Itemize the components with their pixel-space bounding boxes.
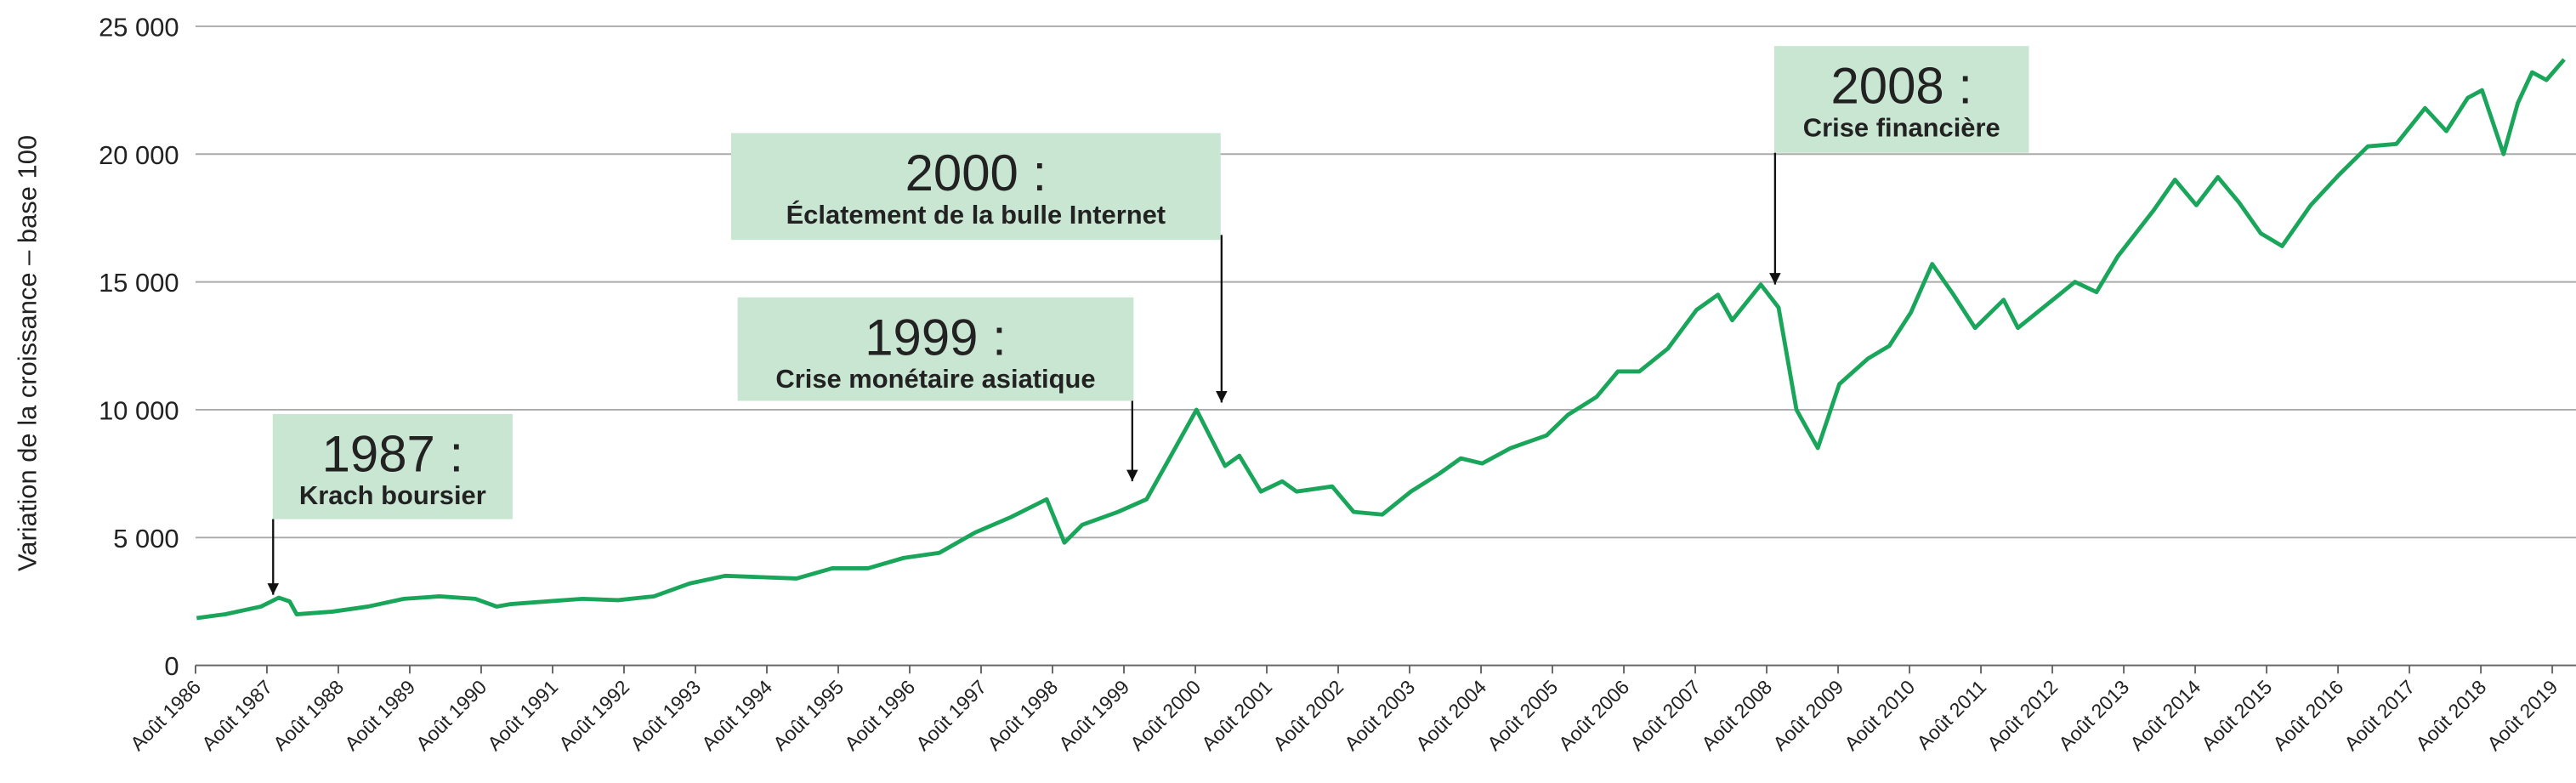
x-tick-label: Août 2011 bbox=[1912, 676, 1990, 754]
annotation-title: 2000 : bbox=[905, 145, 1047, 201]
x-tick-label: Août 2018 bbox=[2411, 676, 2490, 755]
x-tick-label: Août 1989 bbox=[340, 676, 419, 755]
x-tick-label: Août 2007 bbox=[1626, 676, 1705, 755]
annotation-text: Krach boursier bbox=[299, 480, 486, 510]
y-tick-label: 20 000 bbox=[99, 140, 179, 170]
x-tick-label: Août 2015 bbox=[2197, 676, 2276, 755]
x-tick-label: Août 2019 bbox=[2482, 676, 2562, 755]
x-tick-label: Août 2016 bbox=[2268, 676, 2347, 755]
x-tick-label: Août 2009 bbox=[1768, 676, 1847, 755]
x-tick-label: Août 1988 bbox=[269, 676, 348, 755]
x-tick-label: Août 1987 bbox=[197, 676, 276, 755]
x-tick-label: Août 2012 bbox=[1983, 676, 2062, 755]
x-tick-label: Août 2006 bbox=[1554, 676, 1633, 755]
y-tick-label: 10 000 bbox=[99, 396, 179, 426]
annotation-title: 1987 : bbox=[322, 426, 464, 483]
annotation-text: Éclatement de la bulle Internet bbox=[786, 200, 1166, 230]
annotation-title: 1999 : bbox=[865, 309, 1007, 366]
x-tick-label: Août 1992 bbox=[554, 676, 633, 755]
x-tick-label: Août 2000 bbox=[1126, 676, 1205, 755]
x-tick-label: Août 1996 bbox=[840, 676, 919, 755]
x-tick-label: Août 2004 bbox=[1411, 676, 1490, 755]
x-tick-label: Août 2010 bbox=[1840, 676, 1919, 755]
annotation-text: Crise monétaire asiatique bbox=[775, 364, 1095, 394]
x-tick-label: Août 1999 bbox=[1054, 676, 1133, 755]
x-tick-label: Août 1994 bbox=[697, 676, 776, 755]
annotation-box bbox=[1773, 46, 2029, 153]
y-tick-label: 0 bbox=[164, 651, 179, 681]
x-tick-label: Août 2002 bbox=[1268, 676, 1348, 755]
x-tick-label: Août 2003 bbox=[1340, 676, 1419, 755]
x-tick-label: Août 2001 bbox=[1197, 676, 1276, 755]
y-axis-label: Variation de la croissance – base 100 bbox=[13, 135, 43, 571]
x-tick-label: Août 2014 bbox=[2125, 676, 2204, 755]
x-tick-label: Août 2005 bbox=[1483, 676, 1562, 755]
x-tick-label: Août 1990 bbox=[411, 676, 491, 755]
y-tick-label: 15 000 bbox=[99, 268, 179, 298]
y-tick-label: 5 000 bbox=[113, 524, 179, 553]
annotation-title: 2008 : bbox=[1830, 58, 1972, 115]
x-tick-label: Août 2008 bbox=[1697, 676, 1776, 755]
annotation-box bbox=[730, 133, 1221, 241]
x-tick-label: Août 1998 bbox=[983, 676, 1062, 755]
x-tick-label: Août 1995 bbox=[769, 676, 848, 755]
x-tick-label: Août 2017 bbox=[2340, 676, 2419, 755]
x-tick-label: Août 1991 bbox=[483, 676, 562, 755]
x-tick-label: Août 1997 bbox=[911, 676, 990, 755]
annotation-box bbox=[272, 413, 513, 519]
y-tick-label: 25 000 bbox=[99, 13, 179, 43]
x-tick-label: Août 1993 bbox=[626, 676, 705, 755]
x-tick-label: Août 2013 bbox=[2054, 676, 2133, 755]
series-line bbox=[196, 58, 2566, 621]
x-tick-label: Août 1986 bbox=[126, 676, 205, 755]
annotation-text: Crise financière bbox=[1803, 112, 2000, 142]
annotation-box bbox=[737, 297, 1134, 401]
